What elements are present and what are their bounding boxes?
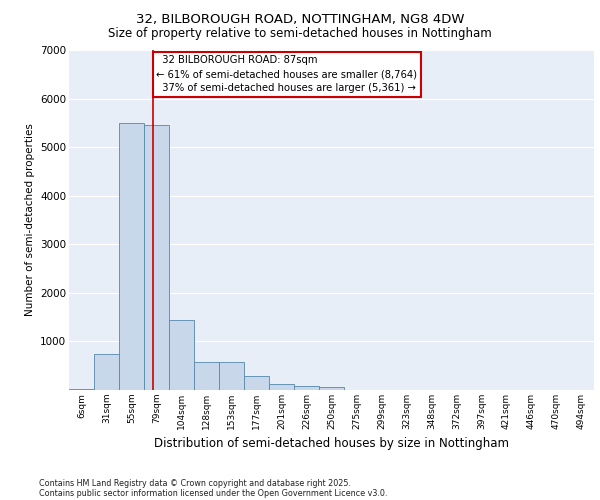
Bar bbox=[69, 389, 94, 390]
Bar bbox=[119, 123, 144, 390]
Bar bbox=[319, 387, 344, 390]
Text: 32, BILBOROUGH ROAD, NOTTINGHAM, NG8 4DW: 32, BILBOROUGH ROAD, NOTTINGHAM, NG8 4DW bbox=[136, 12, 464, 26]
Bar bbox=[244, 376, 269, 390]
Bar bbox=[194, 362, 219, 390]
Bar bbox=[294, 386, 319, 390]
X-axis label: Distribution of semi-detached houses by size in Nottingham: Distribution of semi-detached houses by … bbox=[154, 438, 509, 450]
Text: Contains HM Land Registry data © Crown copyright and database right 2025.: Contains HM Land Registry data © Crown c… bbox=[39, 478, 351, 488]
Text: Contains public sector information licensed under the Open Government Licence v3: Contains public sector information licen… bbox=[39, 488, 388, 498]
Bar bbox=[219, 362, 244, 390]
Bar bbox=[144, 126, 169, 390]
Bar bbox=[169, 320, 194, 390]
Text: 32 BILBOROUGH ROAD: 87sqm
← 61% of semi-detached houses are smaller (8,764)
  37: 32 BILBOROUGH ROAD: 87sqm ← 61% of semi-… bbox=[157, 55, 418, 93]
Bar bbox=[94, 354, 119, 390]
Bar bbox=[269, 384, 294, 390]
Text: Size of property relative to semi-detached houses in Nottingham: Size of property relative to semi-detach… bbox=[108, 28, 492, 40]
Y-axis label: Number of semi-detached properties: Number of semi-detached properties bbox=[25, 124, 35, 316]
